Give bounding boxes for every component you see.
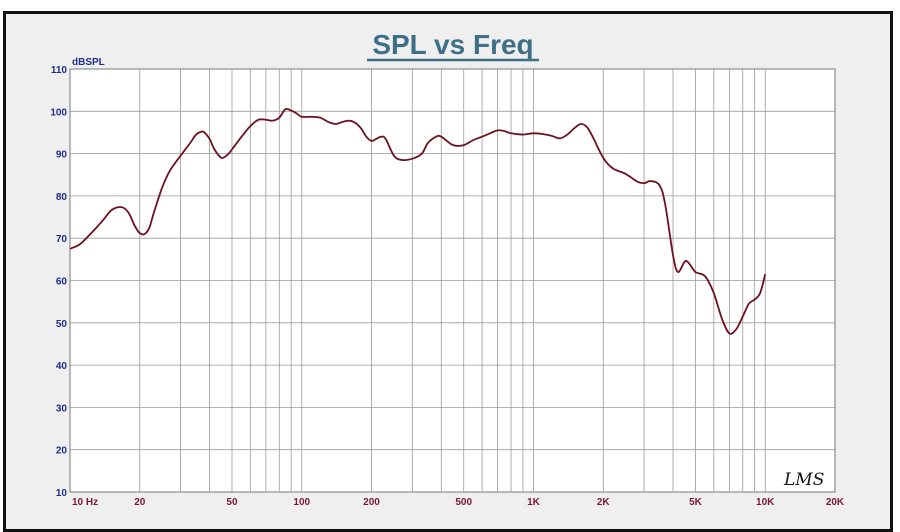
x-tick-label: 200 [363,497,380,508]
y-tick-label: 90 [56,150,68,161]
y-tick-label: 20 [56,446,68,457]
y-tick-label: 80 [56,192,68,203]
y-tick-labels: 10 20 30 40 50 60 70 80 90 100 110 [50,65,67,499]
x-tick-label: 20K [826,497,845,508]
chart-frame: SPL vs Freq dBSPL 10 20 30 40 50 60 70 80 90 100 1… [3,11,893,532]
x-tick-label: 100 [293,497,310,508]
x-tick-label: 10 Hz [72,497,98,508]
lms-logo: LMS [783,470,824,490]
y-tick-label: 50 [56,319,68,330]
x-tick-label: 1K [527,497,541,508]
y-tick-label: 110 [51,65,68,76]
x-tick-label: 2K [597,497,611,508]
x-tick-label: 500 [455,497,472,508]
y-tick-label: 40 [56,361,68,372]
chart-title: SPL vs Freq [372,29,533,60]
spl-chart: SPL vs Freq dBSPL 1020304050607080901001… [50,29,845,508]
x-tick-label: 5K [689,497,703,508]
y-axis-unit-label: dBSPL [72,57,105,68]
y-tick-label: 100 [50,107,67,118]
x-tick-label: 20 [134,497,146,508]
y-tick-label: 60 [56,277,68,288]
y-tick-label: 30 [56,403,68,414]
x-tick-label: 50 [226,497,238,508]
y-tick-label: 70 [56,234,68,245]
y-tick-label: 10 [56,488,68,499]
x-tick-labels: 10 Hz 20 50 100 200 500 1K 2K 5K 10K 20K [72,497,845,508]
spl-series-line [69,107,767,335]
x-tick-label: 10K [756,497,775,508]
